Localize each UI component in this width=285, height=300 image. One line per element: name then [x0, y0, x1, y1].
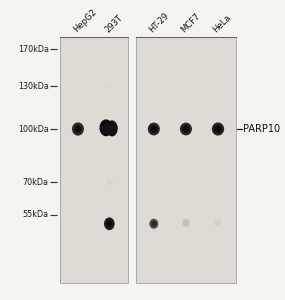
Ellipse shape — [150, 125, 158, 133]
Ellipse shape — [104, 218, 115, 230]
Ellipse shape — [212, 122, 224, 136]
Ellipse shape — [72, 122, 84, 136]
Text: PARP10: PARP10 — [243, 124, 280, 134]
Ellipse shape — [215, 219, 221, 226]
Ellipse shape — [99, 119, 113, 136]
Ellipse shape — [151, 221, 156, 227]
Text: 293T: 293T — [103, 13, 124, 34]
Ellipse shape — [74, 125, 82, 133]
Bar — [60, 37, 128, 283]
Ellipse shape — [106, 220, 112, 228]
Text: MCF7: MCF7 — [180, 11, 202, 34]
Ellipse shape — [182, 125, 190, 133]
Ellipse shape — [107, 84, 112, 88]
Text: 170kDa: 170kDa — [18, 44, 49, 53]
Text: 130kDa: 130kDa — [18, 82, 49, 91]
Text: 55kDa: 55kDa — [23, 210, 49, 219]
Bar — [136, 37, 236, 283]
Ellipse shape — [106, 120, 118, 136]
Text: HeLa: HeLa — [212, 13, 233, 34]
Ellipse shape — [148, 123, 160, 135]
Ellipse shape — [149, 219, 158, 229]
Ellipse shape — [101, 123, 117, 135]
Ellipse shape — [180, 123, 192, 135]
Ellipse shape — [214, 125, 222, 133]
Text: HT-29: HT-29 — [147, 11, 171, 34]
Ellipse shape — [106, 180, 112, 184]
Text: 100kDa: 100kDa — [18, 124, 49, 134]
Text: 70kDa: 70kDa — [23, 178, 49, 187]
Text: HepG2: HepG2 — [72, 8, 98, 34]
Ellipse shape — [182, 219, 190, 227]
